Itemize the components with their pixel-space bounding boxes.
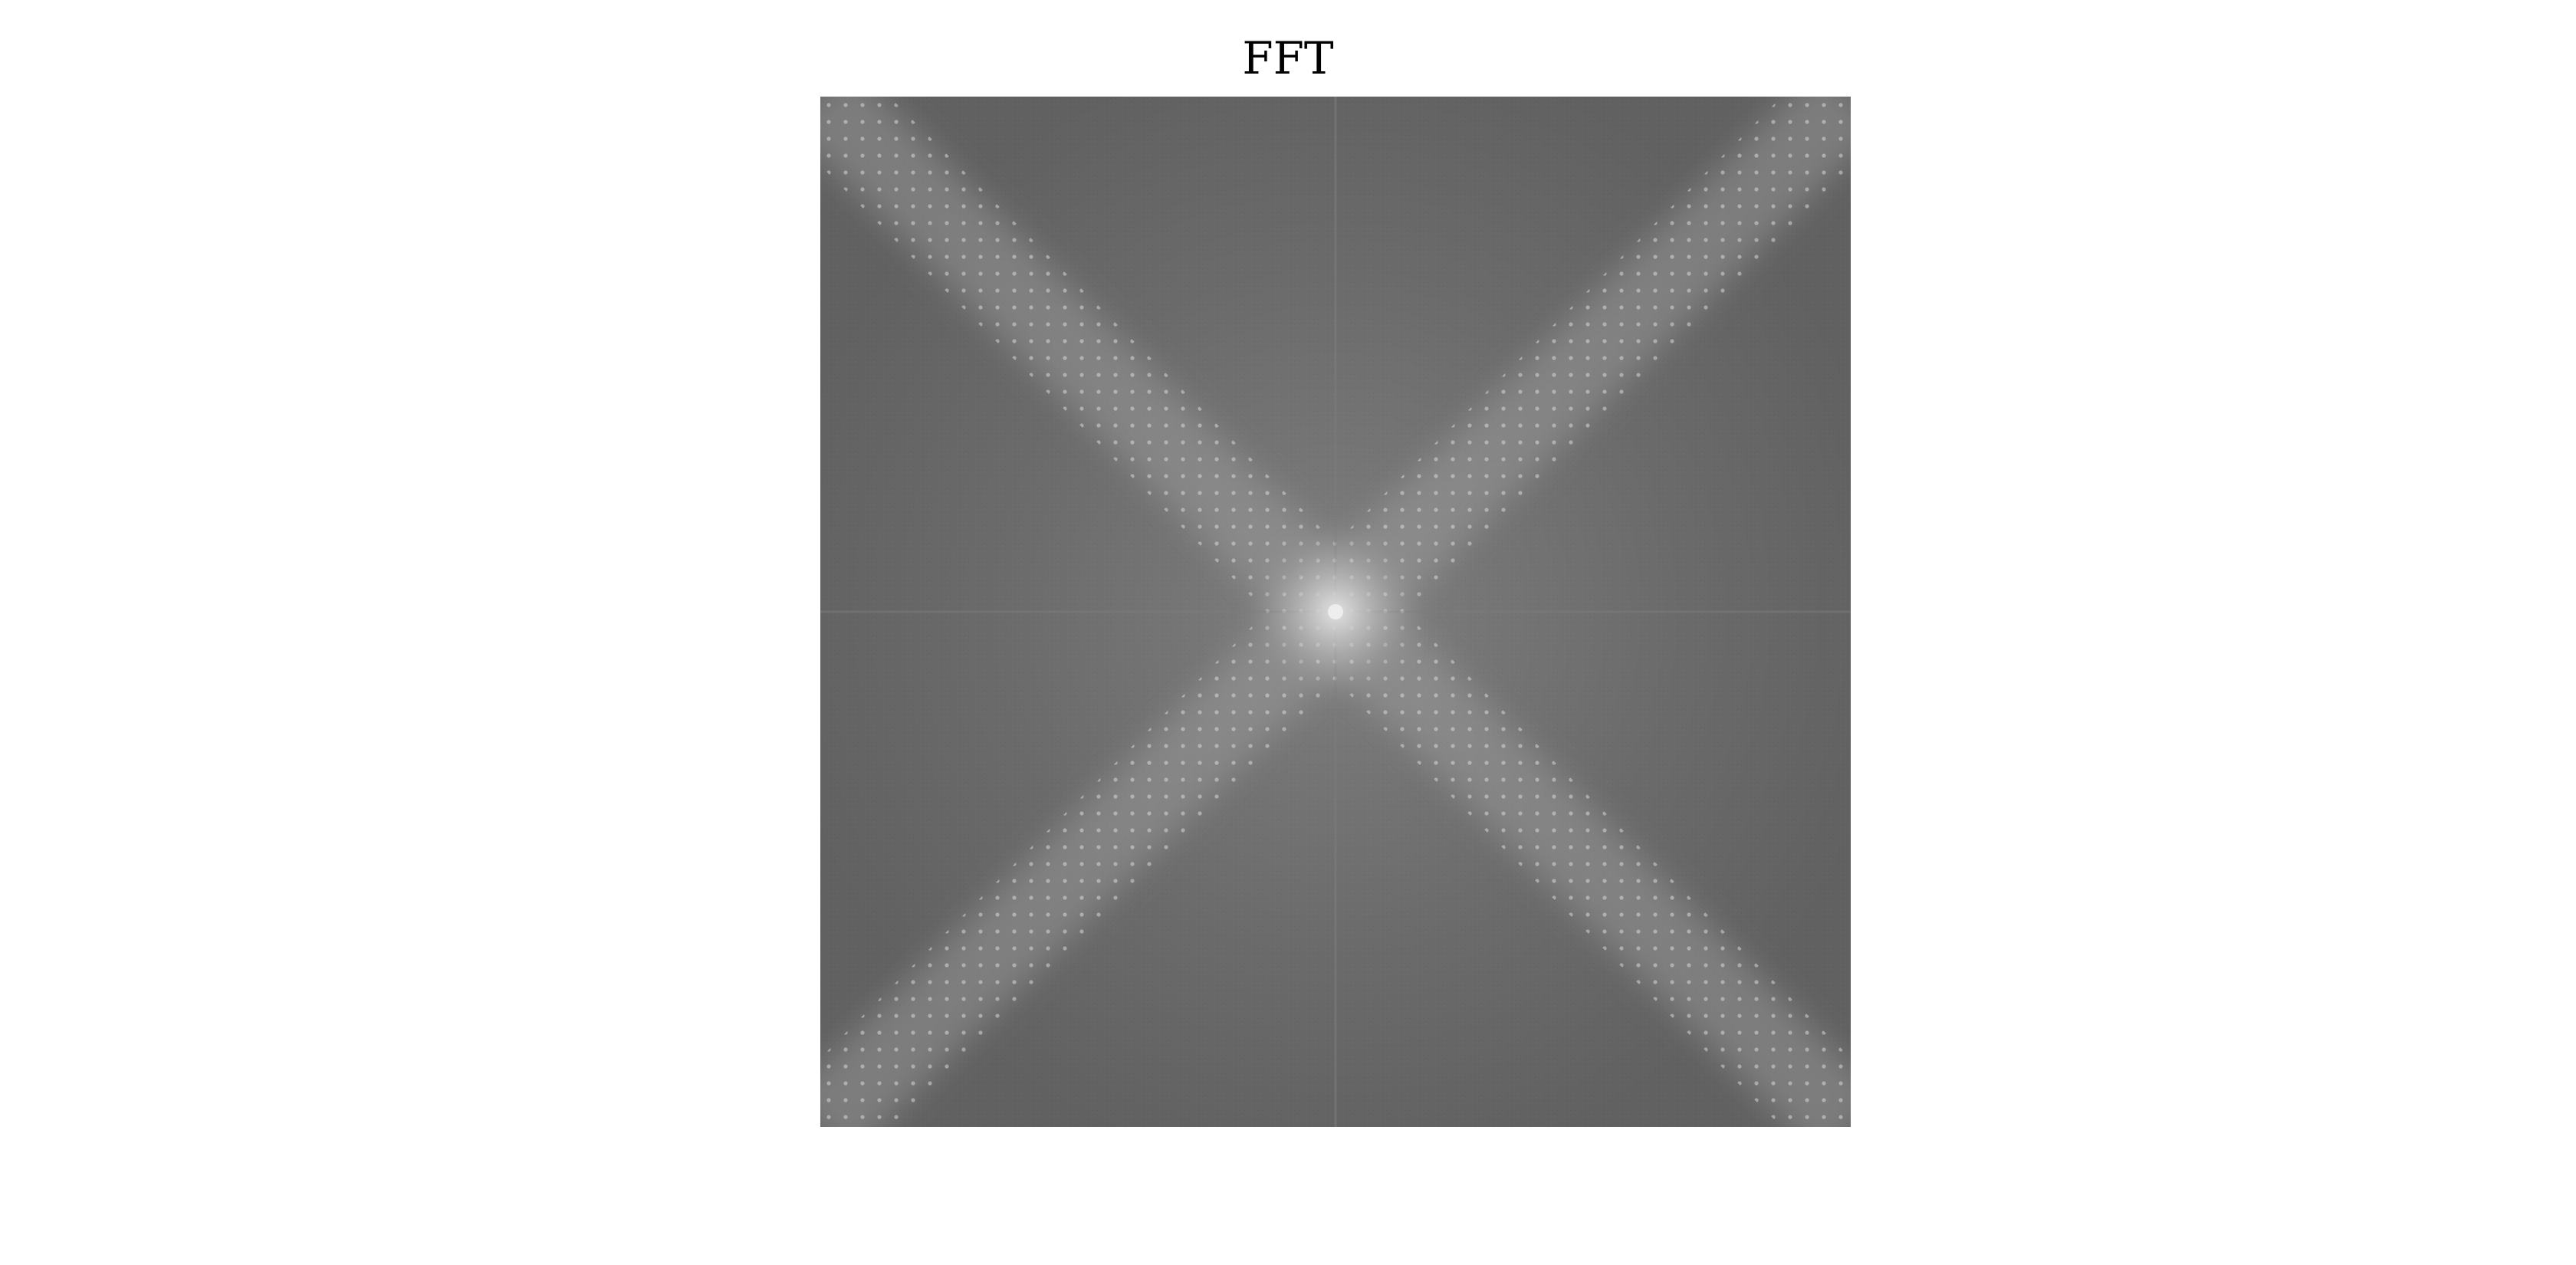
figure-title: FFT: [1242, 32, 1334, 84]
fft-spectrum-canvas: [820, 97, 1851, 1127]
dc-component: [1328, 604, 1343, 619]
fft-magnitude-image: [820, 97, 1851, 1127]
